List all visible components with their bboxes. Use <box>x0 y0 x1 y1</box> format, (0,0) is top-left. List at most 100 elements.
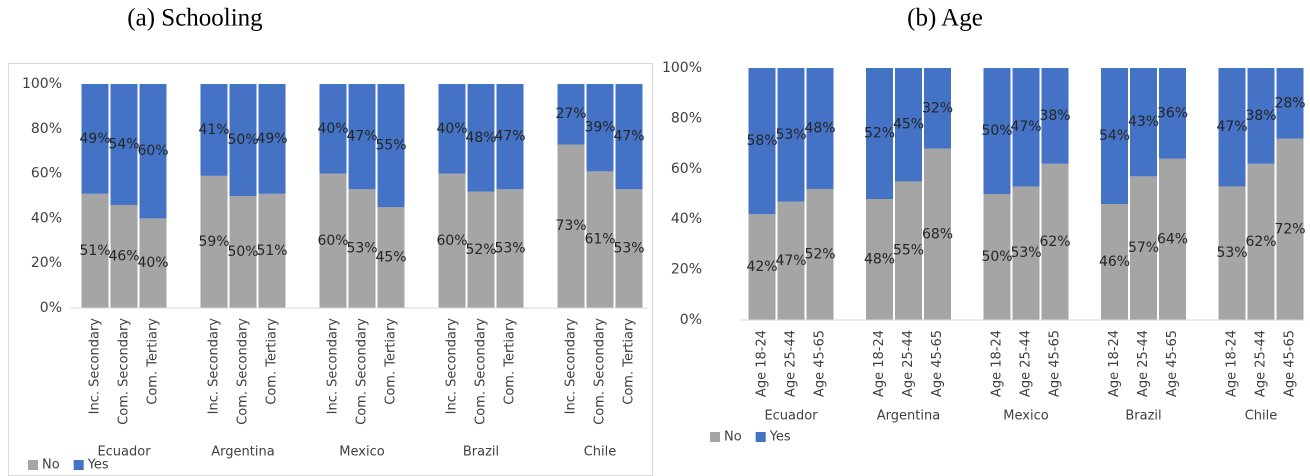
data-label: 43% <box>1128 114 1159 130</box>
group-label: Chile <box>584 445 617 460</box>
y-tick-label: 0% <box>680 312 702 328</box>
data-label: 48% <box>804 120 835 136</box>
bar-segment <box>586 84 614 172</box>
data-label: 28% <box>1274 95 1305 111</box>
group-label: Ecuador <box>97 445 151 460</box>
legend-swatch <box>28 460 38 470</box>
category-label: Age 45-65 <box>813 330 828 397</box>
category-label: Age 18-24 <box>1107 330 1122 397</box>
data-label: 68% <box>922 226 953 242</box>
bar-segment <box>1101 204 1128 320</box>
bar-segment <box>557 144 585 308</box>
data-label: 45% <box>375 250 406 266</box>
data-label: 36% <box>1157 105 1188 121</box>
data-label: 42% <box>746 259 777 275</box>
category-label: Age 18-24 <box>1225 330 1240 397</box>
legend-swatch <box>755 432 766 442</box>
bar-segment <box>1130 176 1157 320</box>
category-label: Age 18-24 <box>755 330 770 397</box>
bar-segment <box>1276 68 1304 139</box>
group-label: Mexico <box>339 445 384 460</box>
group-label: Brazil <box>1125 409 1161 424</box>
bar-segment <box>319 173 347 308</box>
y-tick-label: 40% <box>31 210 62 226</box>
bar-segment <box>777 68 805 202</box>
bar-segment <box>438 84 466 174</box>
data-label: 49% <box>256 131 287 147</box>
data-label: 48% <box>465 130 496 146</box>
data-label: 61% <box>584 232 615 248</box>
y-tick-label: 20% <box>31 255 62 271</box>
data-label: 48% <box>864 252 895 268</box>
bar-segment <box>1159 158 1186 320</box>
bar-segment <box>200 175 228 308</box>
data-label: 60% <box>436 233 467 249</box>
legend-swatch <box>73 460 84 470</box>
category-label: Com. Tertiary <box>503 318 518 405</box>
group-label: Ecuador <box>764 409 818 424</box>
category-label: Com. Tertiary <box>265 318 280 405</box>
category-label: Age 25-44 <box>1019 330 1034 397</box>
data-label: 53% <box>494 241 525 257</box>
bar-segment <box>496 84 524 190</box>
category-label: Inc. Secondary <box>207 318 222 415</box>
data-label: 59% <box>198 234 229 250</box>
data-label: 53% <box>1216 245 1247 261</box>
data-label: 47% <box>1010 119 1041 135</box>
bar-segment <box>467 84 495 192</box>
data-label: 38% <box>1245 108 1276 124</box>
chart-title: (a) Schooling <box>127 5 263 32</box>
bar-segment <box>139 84 167 219</box>
data-label: 50% <box>981 123 1012 139</box>
category-label: Inc. Secondary <box>445 318 460 415</box>
data-label: 40% <box>436 121 467 137</box>
category-label: Age 18-24 <box>990 330 1005 397</box>
data-label: 53% <box>613 241 644 257</box>
category-label: Age 45-65 <box>1283 330 1298 397</box>
data-label: 64% <box>1157 231 1188 247</box>
data-label: 47% <box>346 129 377 145</box>
legend-label: Yes <box>769 430 791 445</box>
category-label: Age 25-44 <box>784 330 799 397</box>
y-tick-label: 80% <box>31 121 62 137</box>
category-label: Com. Tertiary <box>384 318 399 405</box>
y-tick-label: 100% <box>22 76 62 92</box>
bar-segment <box>496 189 524 308</box>
bar-segment <box>586 171 614 308</box>
category-label: Age 18-24 <box>872 330 887 397</box>
legend-label: No <box>42 458 60 473</box>
data-label: 53% <box>346 241 377 257</box>
bar-segment <box>748 214 776 320</box>
data-label: 49% <box>79 131 110 147</box>
y-tick-label: 20% <box>671 262 702 278</box>
category-label: Com. Tertiary <box>622 318 637 405</box>
data-label: 53% <box>1010 245 1041 261</box>
category-label: Com. Secondary <box>236 318 251 425</box>
category-label: Inc. Secondary <box>564 318 579 415</box>
category-label: Com. Secondary <box>355 318 370 425</box>
bar-segment <box>866 199 893 320</box>
bar-segment <box>924 68 951 149</box>
data-label: 51% <box>256 243 287 259</box>
bar-segment <box>895 181 922 320</box>
data-label: 73% <box>555 218 586 234</box>
data-label: 54% <box>1099 128 1130 144</box>
data-label: 51% <box>79 243 110 259</box>
bar-segment <box>258 193 286 308</box>
bar-segment <box>866 68 893 200</box>
bar-segment <box>557 84 585 145</box>
category-label: Com. Secondary <box>593 318 608 425</box>
data-label: 46% <box>1099 254 1130 270</box>
data-label: 47% <box>494 129 525 145</box>
bar-segment <box>615 189 643 308</box>
group-label: Argentina <box>211 445 274 460</box>
bar-segment <box>377 84 405 208</box>
bar-segment <box>806 68 834 189</box>
data-label: 46% <box>108 248 139 264</box>
bar-segment <box>319 84 347 174</box>
data-label: 40% <box>317 121 348 137</box>
data-label: 62% <box>1039 234 1070 250</box>
data-label: 72% <box>1274 221 1305 237</box>
data-label: 47% <box>775 253 806 269</box>
